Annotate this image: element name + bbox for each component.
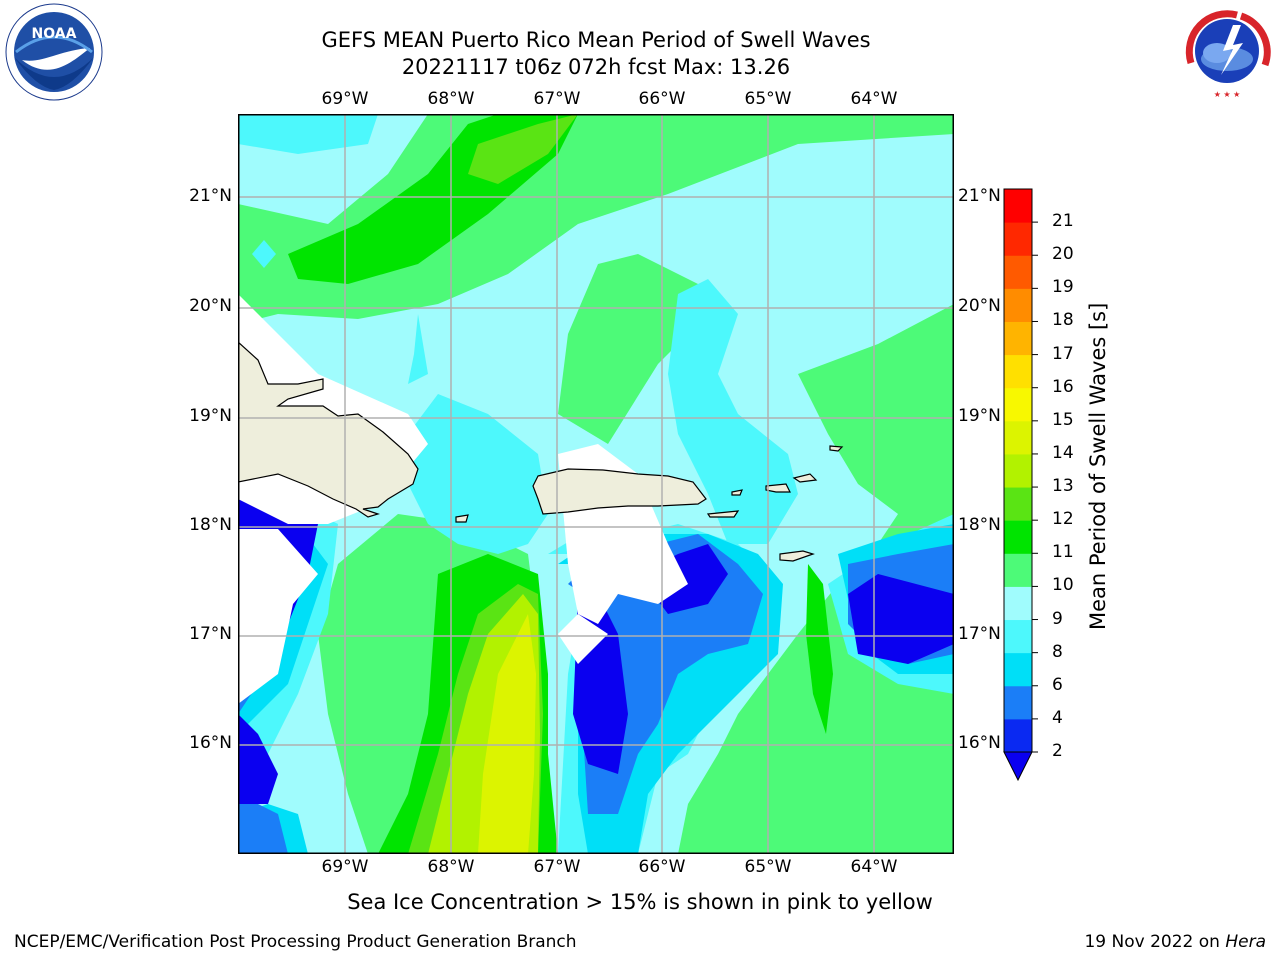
colorbar-swatch xyxy=(1004,487,1032,521)
map-title: GEFS MEAN Puerto Rico Mean Period of Swe… xyxy=(321,28,871,52)
map-frame xyxy=(238,114,954,854)
lat-label-left: 21°N xyxy=(189,186,232,206)
colorbar-swatch xyxy=(1004,586,1032,621)
lon-label-top: 66°W xyxy=(638,89,686,109)
lat-label-left: 18°N xyxy=(189,515,232,535)
lat-label-right: 16°N xyxy=(958,733,1001,753)
colorbar-tick-label: 12 xyxy=(1052,509,1074,530)
footer-machine: Hera xyxy=(1225,932,1266,952)
lat-label-left: 19°N xyxy=(189,406,232,426)
lon-label-bottom: 65°W xyxy=(744,857,792,877)
colorbar-tick-label: 6 xyxy=(1052,674,1063,695)
lat-label-left: 16°N xyxy=(189,733,232,753)
lat-label-right: 21°N xyxy=(958,186,1001,206)
hispaniola xyxy=(238,341,419,518)
colorbar-tick-label: 19 xyxy=(1052,277,1074,298)
colorbar-tick-label: 2 xyxy=(1052,741,1063,761)
colorbar-tick-label: 10 xyxy=(1052,575,1074,596)
swell-period-map xyxy=(238,114,954,854)
noaa-logo-icon: NOAA xyxy=(5,3,103,101)
footer-date: 19 Nov 2022 on Hera xyxy=(1084,932,1266,952)
lat-label-left: 20°N xyxy=(189,296,232,316)
colorbar-tick-label: 21 xyxy=(1052,211,1074,232)
lon-label-top: 67°W xyxy=(533,89,581,109)
lon-label-top: 69°W xyxy=(321,89,369,109)
contour-13-14 xyxy=(478,614,536,854)
colorbar-swatch xyxy=(1004,222,1032,256)
colorbar-swatch xyxy=(1004,553,1032,587)
lon-label-bottom: 67°W xyxy=(533,857,581,877)
colorbar-swatch xyxy=(1004,189,1032,223)
colorbar-swatch xyxy=(1004,420,1032,455)
colorbar-tick-label: 4 xyxy=(1052,707,1063,728)
colorbar-tick-label: 8 xyxy=(1052,641,1063,662)
colorbar-swatch xyxy=(1004,685,1032,720)
colorbar-swatch xyxy=(1004,619,1032,654)
colorbar-swatch xyxy=(1004,718,1032,753)
nws-logo-icon: ★ ★ ★ xyxy=(1181,5,1273,99)
map-subtitle-forecast: 20221117 t06z 072h fcst Max: 13.26 xyxy=(401,55,791,79)
colorbar-tick-label: 18 xyxy=(1052,310,1074,331)
lon-label-bottom: 64°W xyxy=(850,857,898,877)
colorbar-tick-label: 13 xyxy=(1052,476,1074,497)
lon-label-top: 65°W xyxy=(744,89,792,109)
svg-text:★ ★ ★: ★ ★ ★ xyxy=(1214,90,1241,99)
lon-label-bottom: 69°W xyxy=(321,857,369,877)
footer-credit: NCEP/EMC/Verification Post Processing Pr… xyxy=(14,932,577,952)
colorbar-under-arrow xyxy=(1003,751,1033,782)
colorbar-title: Mean Period of Swell Waves [s] xyxy=(1086,302,1110,630)
colorbar-swatch xyxy=(1004,387,1032,422)
colorbar-swatch xyxy=(1004,453,1032,488)
colorbar-tick-label: 17 xyxy=(1052,343,1074,364)
colorbar-tick-label: 15 xyxy=(1052,409,1074,430)
colorbar-swatch xyxy=(1004,652,1032,687)
colorbar-tick-label: 16 xyxy=(1052,376,1074,397)
lat-label-right: 18°N xyxy=(958,515,1001,535)
footer-date-text: 19 Nov 2022 on xyxy=(1084,932,1226,952)
colorbar-swatch xyxy=(1004,354,1032,389)
colorbar-swatch xyxy=(1004,520,1032,554)
noaa-logo-text: NOAA xyxy=(32,26,77,42)
lat-label-right: 19°N xyxy=(958,406,1001,426)
colorbar-tick-label: 14 xyxy=(1052,442,1074,463)
lon-label-top: 64°W xyxy=(850,89,898,109)
colorbar-swatch xyxy=(1004,255,1032,289)
colorbar xyxy=(1003,188,1038,782)
lat-label-right: 17°N xyxy=(958,624,1001,644)
colorbar-tick-label: 11 xyxy=(1052,542,1074,563)
lat-label-right: 20°N xyxy=(958,296,1001,316)
colorbar-tick-label: 20 xyxy=(1052,244,1074,265)
lon-label-bottom: 68°W xyxy=(427,857,475,877)
lon-label-top: 68°W xyxy=(427,89,475,109)
sea-ice-note: Sea Ice Concentration > 15% is shown in … xyxy=(347,890,933,914)
colorbar-swatch xyxy=(1004,288,1032,322)
colorbar-tick-label: 9 xyxy=(1052,608,1063,629)
lat-label-left: 17°N xyxy=(189,624,232,644)
colorbar-swatch xyxy=(1004,321,1032,356)
lon-label-bottom: 66°W xyxy=(638,857,686,877)
colorbar-frame xyxy=(1003,188,1033,753)
graticule xyxy=(238,114,954,854)
